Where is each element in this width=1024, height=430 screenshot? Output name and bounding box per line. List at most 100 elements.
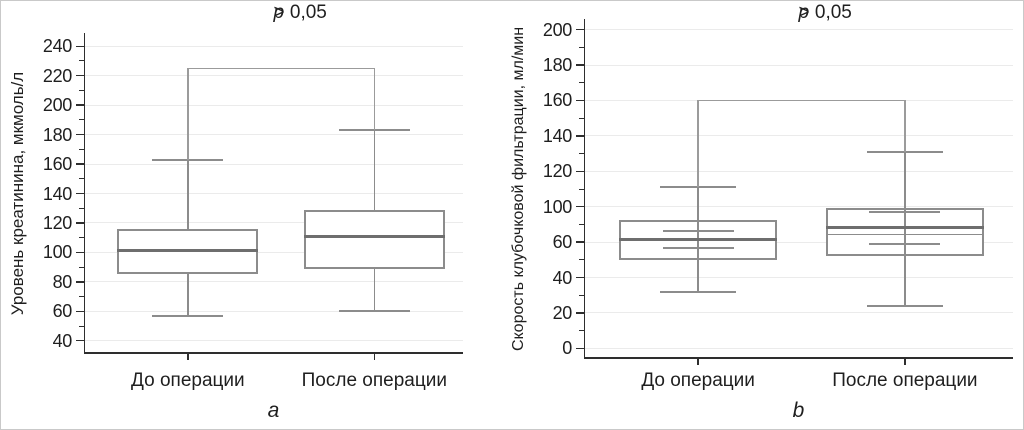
y-tick-label: 180 xyxy=(42,124,72,145)
gridline xyxy=(584,135,1013,137)
y-tick-major xyxy=(76,222,84,224)
y-tick-minor xyxy=(79,60,84,62)
bracket-stub xyxy=(904,100,906,152)
x-tick xyxy=(697,359,699,365)
y-tick-label: 120 xyxy=(542,161,572,182)
y-tick-label: 200 xyxy=(42,95,72,116)
y-tick-label: 200 xyxy=(542,19,572,40)
y-tick-minor xyxy=(79,296,84,298)
gridline xyxy=(84,75,463,77)
plot-area xyxy=(84,33,463,354)
y-tick-label: 40 xyxy=(52,330,73,351)
category-label: После операции xyxy=(301,370,447,391)
y-tick-label: 60 xyxy=(552,232,573,253)
whisker-cap xyxy=(338,310,410,313)
gridline xyxy=(84,104,463,106)
y-tick-major xyxy=(576,64,584,66)
category-label: До операции xyxy=(131,370,245,391)
significance-bracket xyxy=(698,99,905,102)
gridline xyxy=(584,277,1013,279)
y-tick-minor xyxy=(579,46,584,48)
whisker-line xyxy=(904,255,906,306)
category-label: После операции xyxy=(832,370,978,391)
y-tick-minor xyxy=(579,294,584,296)
y-tick-major xyxy=(576,205,584,208)
y-tick-minor xyxy=(79,119,84,121)
y-tick-label: 240 xyxy=(42,36,72,57)
gridline xyxy=(584,64,1013,66)
y-tick-major xyxy=(576,28,584,31)
panel-letter: b xyxy=(792,399,805,422)
y-axis-title: Уровень креатинина, мкмоль/л xyxy=(8,71,27,316)
y-tick-minor xyxy=(579,188,584,190)
gridline xyxy=(584,206,1013,208)
whisker-cap xyxy=(660,186,737,189)
gridline xyxy=(84,310,463,312)
y-axis-title: Скорость клубочковой фильтрации, мл/мин xyxy=(510,26,527,352)
y-tick-label: 140 xyxy=(42,183,72,204)
inner-se-cap xyxy=(662,247,734,250)
gridline xyxy=(84,134,463,136)
whisker-line xyxy=(373,130,376,210)
gridline xyxy=(84,281,463,283)
p-value-text: > 0,05 xyxy=(798,2,852,23)
box-center-line xyxy=(904,207,906,256)
bracket-stub xyxy=(373,68,376,131)
p-symbol: p xyxy=(798,2,810,23)
y-tick-label: 100 xyxy=(42,242,72,263)
whisker-cap xyxy=(866,150,943,153)
y-tick-major xyxy=(76,45,84,47)
median-line xyxy=(117,249,259,253)
y-tick-minor xyxy=(79,148,84,150)
y-tick-major xyxy=(576,312,584,314)
y-tick-major xyxy=(576,276,584,279)
y-tick-label: 0 xyxy=(562,338,572,359)
bracket-stub xyxy=(187,68,189,160)
whisker-line xyxy=(187,159,189,229)
whisker-line xyxy=(187,274,189,316)
plot-area xyxy=(584,19,1013,359)
inner-se-cap xyxy=(662,229,734,232)
gridline xyxy=(84,251,463,253)
y-tick-major xyxy=(576,241,584,243)
y-tick-major xyxy=(76,310,84,313)
y-tick-major xyxy=(576,170,584,173)
y-tick-minor xyxy=(579,153,584,155)
gridline xyxy=(84,193,463,194)
y-tick-major xyxy=(576,347,584,350)
whisker-line xyxy=(373,268,376,312)
box xyxy=(303,209,445,269)
y-tick-major xyxy=(576,135,584,137)
y-tick-minor xyxy=(79,237,84,239)
y-tick-minor xyxy=(579,223,584,225)
y-tick-minor xyxy=(79,207,84,209)
secondary-line xyxy=(825,233,984,236)
y-tick-major xyxy=(76,74,84,77)
y-tick-major xyxy=(76,133,84,136)
whisker-line xyxy=(697,259,699,292)
y-tick-major xyxy=(76,281,84,283)
whisker-cap xyxy=(152,314,224,317)
gridline xyxy=(584,312,1013,314)
y-tick-label: 100 xyxy=(542,196,572,217)
y-tick-label: 60 xyxy=(52,301,73,322)
gridline xyxy=(84,45,463,47)
y-tick-major xyxy=(76,163,84,165)
p-symbol: p xyxy=(273,2,285,23)
y-tick-minor xyxy=(579,330,584,332)
whisker-cap xyxy=(152,158,224,161)
y-tick-minor xyxy=(79,178,84,180)
y-tick-major xyxy=(76,251,84,254)
y-tick-label: 80 xyxy=(52,271,73,292)
gridline xyxy=(584,241,1013,243)
y-tick-major xyxy=(76,104,84,106)
x-tick xyxy=(373,354,376,360)
y-tick-minor xyxy=(579,82,584,84)
median-line xyxy=(303,234,445,238)
inner-se-cap xyxy=(869,242,941,245)
y-tick-label: 180 xyxy=(542,55,572,76)
whisker-cap xyxy=(866,304,943,307)
median-line xyxy=(825,226,984,230)
category-label: До операции xyxy=(641,370,755,391)
